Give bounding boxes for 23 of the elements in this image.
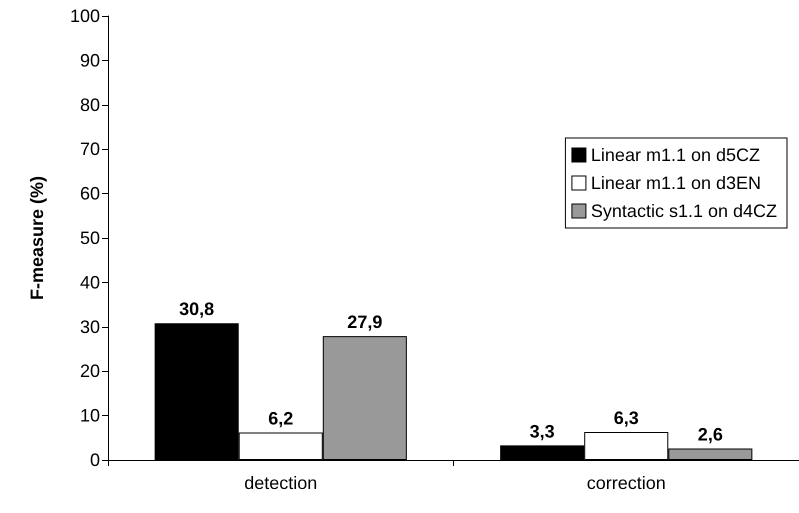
y-tick-label: 90 bbox=[80, 50, 100, 70]
data-label: 27,9 bbox=[347, 312, 382, 332]
y-tick-label: 40 bbox=[80, 272, 100, 292]
data-label: 3,3 bbox=[530, 421, 555, 442]
legend-label: Linear m1.1 on d5CZ bbox=[590, 145, 760, 165]
y-tick-label: 10 bbox=[80, 406, 100, 426]
x-tick-label: detection bbox=[244, 473, 318, 493]
data-label: 30,8 bbox=[179, 299, 214, 320]
y-tick-label: 0 bbox=[90, 450, 100, 470]
x-tick-label: correction bbox=[586, 473, 666, 493]
legend-label: Syntactic s1.1 on d4CZ bbox=[590, 201, 778, 221]
y-axis-title: F-measure (%) bbox=[27, 176, 47, 300]
y-tick-label: 30 bbox=[80, 316, 100, 337]
y-tick-label: 20 bbox=[80, 361, 100, 382]
y-tick-label: 60 bbox=[80, 184, 100, 204]
y-tick-label: 80 bbox=[80, 94, 100, 115]
legend-label: Linear m1.1 on d3EN bbox=[590, 173, 762, 193]
data-label: 2,6 bbox=[698, 424, 723, 444]
data-label: 6,3 bbox=[614, 408, 639, 428]
y-tick-label: 100 bbox=[70, 6, 100, 26]
data-label: 6,2 bbox=[268, 408, 294, 428]
y-tick-label: 50 bbox=[80, 228, 100, 248]
y-tick-label: 70 bbox=[80, 139, 100, 160]
